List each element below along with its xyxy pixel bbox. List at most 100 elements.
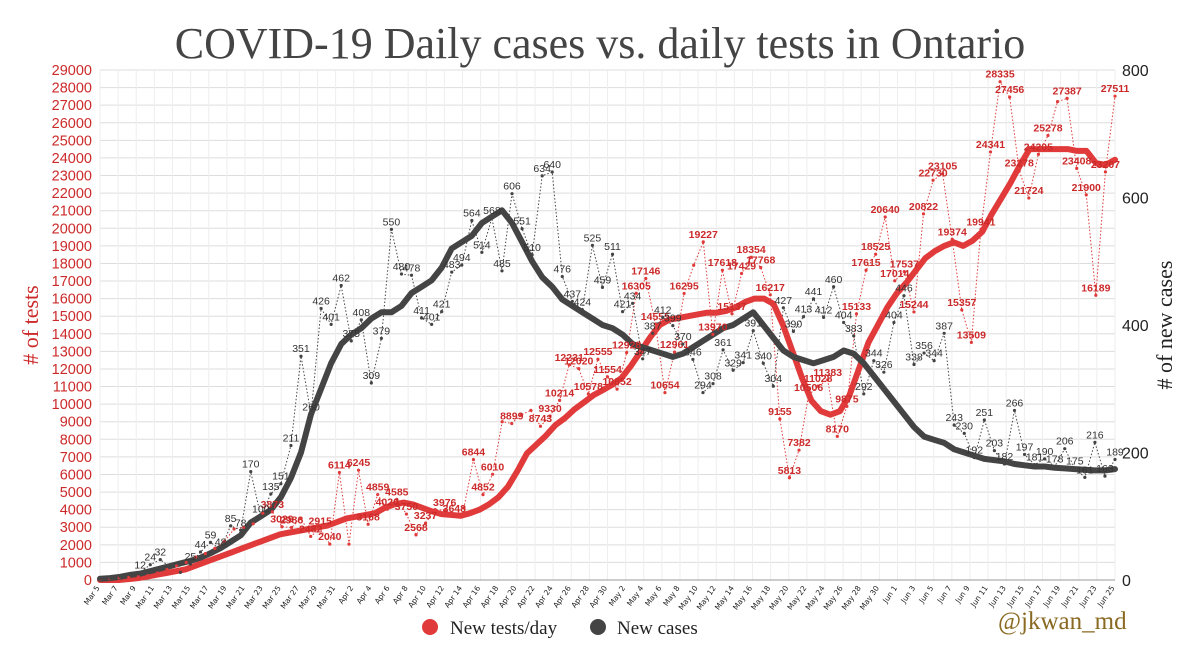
cases-point-13: [229, 524, 233, 528]
tests-data-label-70: 23278: [1005, 158, 1034, 170]
y-tick-left-23: 23000: [52, 169, 92, 185]
cases-point-59: [691, 357, 695, 362]
cases-data-label-92: 85: [225, 513, 237, 525]
tests-point-25: [337, 470, 341, 475]
cases-point-27: [369, 381, 373, 385]
cases-point-42: [520, 227, 524, 231]
tests-point-50: [577, 367, 581, 371]
x-tick-49: Jun 11: [968, 584, 990, 610]
legend-cases-marker: [590, 619, 606, 635]
cases-data-label-47: 361: [714, 337, 732, 349]
cases-data-label-67: 356: [915, 340, 933, 352]
tests-point-90: [960, 308, 964, 312]
cases-point-17: [269, 492, 273, 496]
cases-point-7: [168, 565, 172, 569]
cases-data-label-53: 427: [775, 295, 793, 307]
tests-point-27: [356, 468, 361, 472]
cases-data-label-24: 568: [483, 205, 501, 217]
tests-point-84: [902, 269, 906, 274]
cases-point-31: [409, 273, 414, 277]
cases-point-35: [450, 270, 454, 274]
cases-data-label-4: 211: [283, 432, 300, 444]
cases-data-label-28: 510: [523, 242, 541, 254]
series-tests-avg: [97, 146, 1118, 583]
tests-point-85: [912, 310, 916, 314]
y-tick-left-0: 0: [84, 573, 92, 589]
cases-data-label-45: 294: [694, 380, 712, 392]
cases-point-11: [208, 540, 213, 544]
y-tick-left-6: 6000: [60, 467, 92, 483]
cases-data-label-96: 24: [144, 552, 156, 564]
tests-avg-line: [97, 146, 1118, 583]
tests-point-77: [835, 434, 839, 438]
cases-data-label-2: 135: [262, 481, 280, 493]
y-tick-left-2: 2000: [60, 538, 92, 554]
tests-data-label-58: 17537: [890, 259, 919, 271]
tests-data-label-28: 11554: [593, 364, 622, 376]
tests-data-label-3: 2482: [299, 523, 323, 535]
cases-data-label-52: 304: [765, 373, 783, 385]
tests-data-label-31: 16305: [622, 280, 651, 292]
cases-data-label-30: 640: [543, 159, 561, 171]
tests-data-label-61: 22730: [918, 167, 947, 179]
cases-data-label-50: 391: [744, 318, 762, 330]
cases-data-label-21: 494: [453, 252, 471, 264]
y-tick-right-2: 400: [1122, 318, 1149, 335]
cases-data-label-62: 344: [865, 348, 883, 360]
cases-data-label-39: 347: [634, 346, 652, 358]
cases-point-73: [832, 285, 836, 289]
tests-data-label-59: 15244: [899, 299, 928, 311]
cases-point-57: [671, 324, 675, 328]
cases-point-26: [359, 318, 363, 322]
tests-point-81: [874, 252, 878, 256]
tests-data-label-40: 15137: [717, 301, 746, 313]
tests-data-label-46: 5813: [778, 465, 802, 477]
tests-point-54: [615, 387, 619, 391]
tests-point-32: [404, 512, 409, 516]
tests-data-label-66: 19941: [966, 216, 995, 228]
tests-data-label-67: 24341: [976, 139, 1005, 151]
y-tick-left-7: 7000: [60, 450, 92, 466]
tests-point-33: [414, 533, 418, 537]
cases-data-label-59: 404: [835, 309, 853, 321]
cases-point-22: [319, 306, 323, 311]
tests-data-label-48: 10506: [794, 382, 823, 394]
cases-point-6: [158, 558, 162, 562]
tests-point-70: [768, 293, 772, 297]
tests-point-103: [1084, 193, 1088, 197]
tests-point-59: [663, 391, 667, 395]
y-tick-left-12: 12000: [52, 362, 92, 378]
cases-point-18: [279, 482, 283, 486]
tests-data-label-69: 27456: [995, 84, 1024, 96]
cases-point-96: [1063, 447, 1067, 451]
cases-data-label-77: 197: [1016, 441, 1034, 453]
cases-point-20: [299, 354, 303, 358]
cases-point-60: [701, 390, 705, 395]
cases-point-75: [852, 334, 856, 338]
tests-data-label-13: 2568: [404, 522, 428, 534]
cases-data-label-42: 399: [664, 313, 682, 325]
cases-point-93: [1033, 463, 1037, 467]
tests-data-label-71: 21724: [1014, 185, 1043, 197]
cases-data-label-6: 260: [302, 401, 320, 413]
tests-point-96: [1017, 169, 1021, 173]
tests-point-45: [529, 408, 533, 412]
cases-data-label-31: 476: [554, 264, 572, 276]
tests-point-51: [586, 392, 590, 396]
tests-data-label-12: 3750: [395, 501, 419, 513]
cases-data-label-83: 161: [1076, 464, 1094, 476]
x-tick-16: Apr 6: [373, 584, 392, 606]
tests-point-71: [778, 417, 782, 421]
tests-point-58: [653, 322, 657, 326]
tests-data-label-33: 14555: [641, 311, 670, 323]
legend-cases-label: New cases: [617, 618, 698, 639]
cases-data-label-60: 383: [845, 323, 863, 335]
tests-point-94: [998, 80, 1002, 84]
tests-point-31: [395, 497, 399, 501]
legend: New tests/day New cases: [422, 618, 698, 639]
tests-point-72: [787, 476, 792, 480]
cases-data-label-48: 329: [724, 357, 742, 369]
